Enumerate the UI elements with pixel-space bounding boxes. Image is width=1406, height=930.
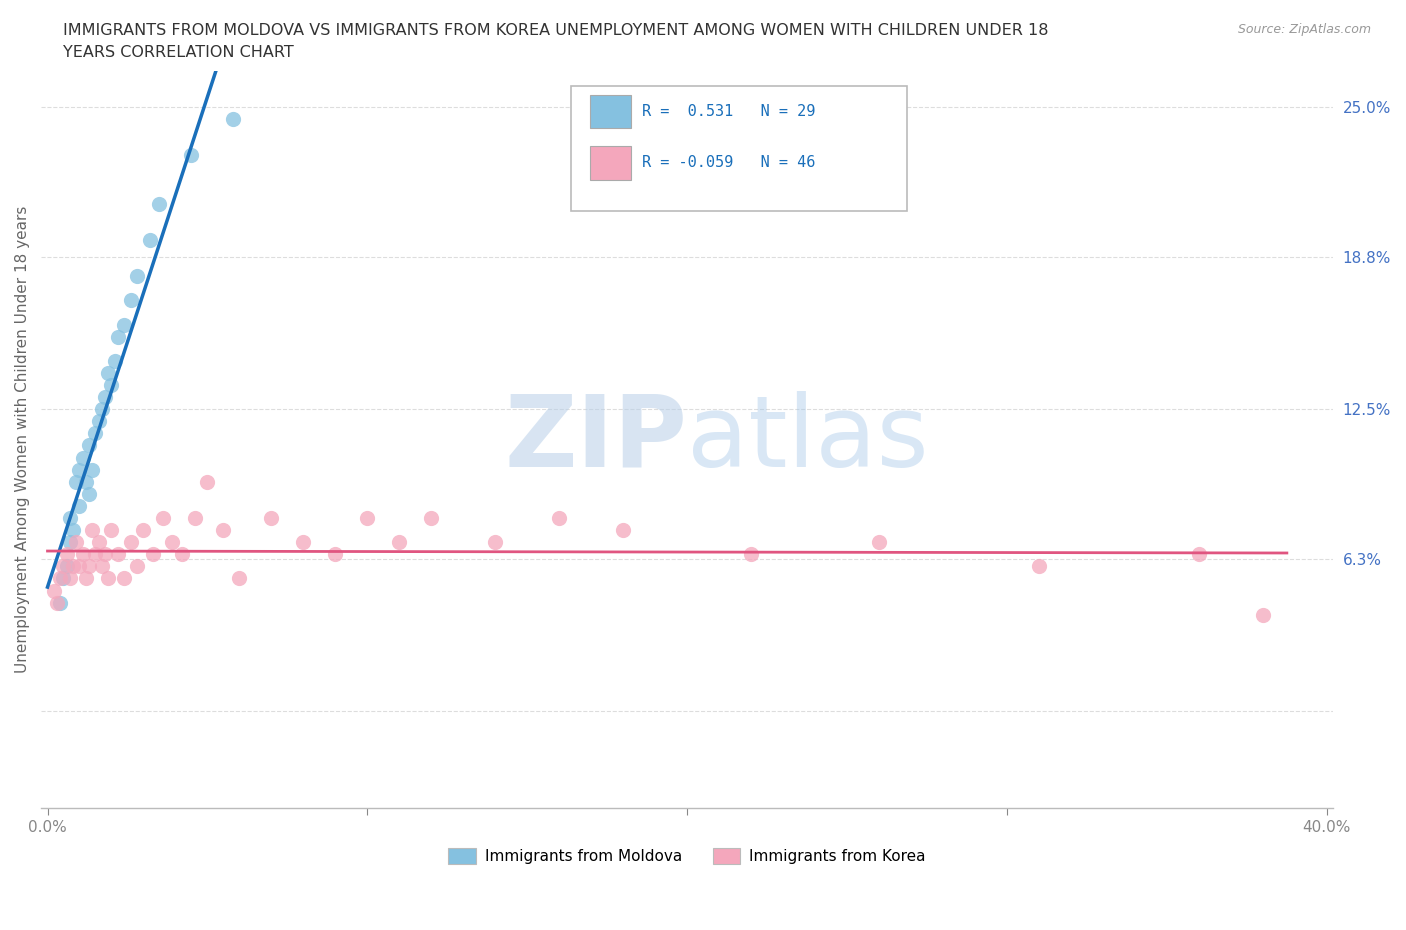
Point — [484, 535, 506, 550]
Point — [75, 474, 97, 489]
Bar — [591, 95, 631, 128]
Text: R = -0.059   N = 46: R = -0.059 N = 46 — [641, 155, 815, 170]
Text: atlas: atlas — [688, 391, 928, 488]
Point — [112, 317, 135, 332]
Point — [87, 414, 110, 429]
Text: Source: ZipAtlas.com: Source: ZipAtlas.com — [1237, 23, 1371, 36]
Point — [228, 571, 250, 586]
Point — [260, 511, 283, 525]
Point — [90, 402, 112, 417]
Point — [388, 535, 411, 550]
Point — [62, 523, 84, 538]
Point — [59, 571, 82, 586]
Text: YEARS CORRELATION CHART: YEARS CORRELATION CHART — [63, 45, 294, 60]
Text: ZIP: ZIP — [505, 391, 688, 488]
Point — [90, 559, 112, 574]
Point — [62, 559, 84, 574]
Point — [77, 486, 100, 501]
Point — [46, 595, 69, 610]
Bar — [591, 146, 631, 179]
Point — [49, 595, 72, 610]
Point — [75, 571, 97, 586]
Point — [65, 474, 87, 489]
Point — [132, 523, 155, 538]
Point — [222, 112, 245, 126]
Point — [72, 450, 94, 465]
Point — [160, 535, 183, 550]
Point — [82, 462, 104, 477]
Point — [212, 523, 235, 538]
Point — [77, 438, 100, 453]
Point — [139, 232, 162, 247]
Point — [112, 571, 135, 586]
Point — [69, 462, 91, 477]
Point — [55, 547, 77, 562]
Point — [77, 559, 100, 574]
Point — [55, 559, 77, 574]
Point — [100, 378, 122, 392]
Point — [1187, 547, 1209, 562]
Point — [120, 293, 142, 308]
Point — [420, 511, 443, 525]
Point — [42, 583, 65, 598]
FancyBboxPatch shape — [571, 86, 907, 211]
Point — [104, 353, 127, 368]
Point — [87, 535, 110, 550]
Point — [97, 365, 120, 380]
Point — [84, 426, 107, 441]
Point — [180, 148, 202, 163]
Point — [59, 511, 82, 525]
Point — [356, 511, 378, 525]
Y-axis label: Unemployment Among Women with Children Under 18 years: Unemployment Among Women with Children U… — [15, 206, 30, 673]
Point — [100, 523, 122, 538]
Point — [94, 547, 117, 562]
Point — [125, 269, 148, 284]
Point — [107, 547, 129, 562]
Point — [52, 571, 75, 586]
Point — [1251, 607, 1274, 622]
Point — [52, 559, 75, 574]
Point — [84, 547, 107, 562]
Point — [195, 474, 218, 489]
Point — [49, 571, 72, 586]
Point — [548, 511, 571, 525]
Point — [152, 511, 174, 525]
Point — [107, 329, 129, 344]
Point — [69, 559, 91, 574]
Point — [170, 547, 193, 562]
Point — [69, 498, 91, 513]
Point — [183, 511, 205, 525]
Text: IMMIGRANTS FROM MOLDOVA VS IMMIGRANTS FROM KOREA UNEMPLOYMENT AMONG WOMEN WITH C: IMMIGRANTS FROM MOLDOVA VS IMMIGRANTS FR… — [63, 23, 1049, 38]
Point — [72, 547, 94, 562]
Point — [612, 523, 634, 538]
Point — [868, 535, 890, 550]
Point — [59, 535, 82, 550]
Point — [323, 547, 346, 562]
Point — [97, 571, 120, 586]
Point — [82, 523, 104, 538]
Legend: Immigrants from Moldova, Immigrants from Korea: Immigrants from Moldova, Immigrants from… — [441, 843, 932, 870]
Point — [120, 535, 142, 550]
Point — [125, 559, 148, 574]
Point — [740, 547, 762, 562]
Point — [292, 535, 315, 550]
Point — [65, 535, 87, 550]
Point — [94, 390, 117, 405]
Point — [142, 547, 165, 562]
Point — [1028, 559, 1050, 574]
Point — [148, 196, 170, 211]
Text: R =  0.531   N = 29: R = 0.531 N = 29 — [641, 104, 815, 119]
